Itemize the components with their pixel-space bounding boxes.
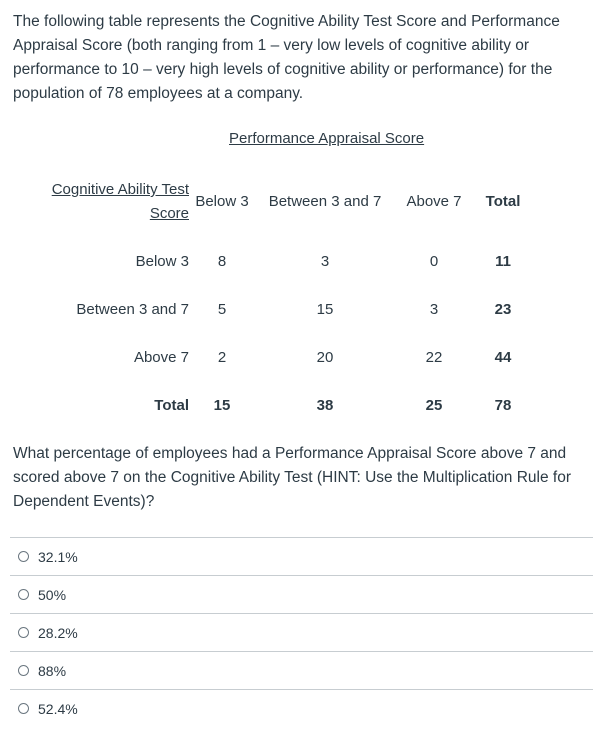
table-cell: 2 <box>217 349 227 366</box>
answer-option[interactable]: 52.4% <box>10 689 593 727</box>
answer-option[interactable]: 50% <box>10 575 593 613</box>
cognitive-ability-header: Cognitive Ability Test Score <box>51 181 189 222</box>
table-cell: 3 <box>320 253 330 270</box>
row-label-above-7: Above 7 <box>133 349 189 366</box>
table-cell: 15 <box>316 301 334 318</box>
table-cell: 22 <box>425 349 443 366</box>
radio-button[interactable] <box>18 551 29 562</box>
grand-total-cell: 78 <box>494 397 512 414</box>
table-cell: 3 <box>429 301 439 318</box>
row-label-below-3: Below 3 <box>135 253 189 270</box>
question-text: What percentage of employees had a Perfo… <box>13 445 571 510</box>
row-total-cell: 44 <box>494 349 512 366</box>
radio-button[interactable] <box>18 589 29 600</box>
column-total-cell: 38 <box>316 397 334 414</box>
column-header-between-3-and-7: Between 3 and 7 <box>268 193 382 210</box>
performance-appraisal-header: Performance Appraisal Score <box>229 130 425 147</box>
table-cell: 20 <box>316 349 334 366</box>
answer-label: 50% <box>38 586 67 603</box>
table-cell: 0 <box>429 253 439 270</box>
answer-option[interactable]: 28.2% <box>10 613 593 651</box>
column-header-above-7: Above 7 <box>406 193 462 210</box>
answer-label: 88% <box>38 662 67 679</box>
answer-label: 52.4% <box>38 700 78 717</box>
column-header-total: Total <box>485 193 521 210</box>
radio-button[interactable] <box>18 627 29 638</box>
answer-option[interactable]: 32.1% <box>10 537 593 575</box>
answer-options: 32.1% 50% 28.2% 88% 52.4% <box>10 537 593 727</box>
answer-option[interactable]: 88% <box>10 651 593 689</box>
radio-button[interactable] <box>18 665 29 676</box>
row-total-cell: 23 <box>494 301 512 318</box>
answer-label: 28.2% <box>38 624 78 641</box>
radio-button[interactable] <box>18 703 29 714</box>
row-label-between-3-and-7: Between 3 and 7 <box>76 301 189 318</box>
answer-label: 32.1% <box>38 548 78 565</box>
row-total-cell: 11 <box>495 253 511 270</box>
table-cell: 5 <box>217 301 227 318</box>
intro-text: The following table represents the Cogni… <box>13 13 560 102</box>
row-label-total: Total <box>154 397 189 414</box>
column-header-below-3: Below 3 <box>195 193 249 210</box>
column-total-cell: 25 <box>425 397 443 414</box>
column-total-cell: 15 <box>213 397 231 414</box>
table-cell: 8 <box>217 253 227 270</box>
